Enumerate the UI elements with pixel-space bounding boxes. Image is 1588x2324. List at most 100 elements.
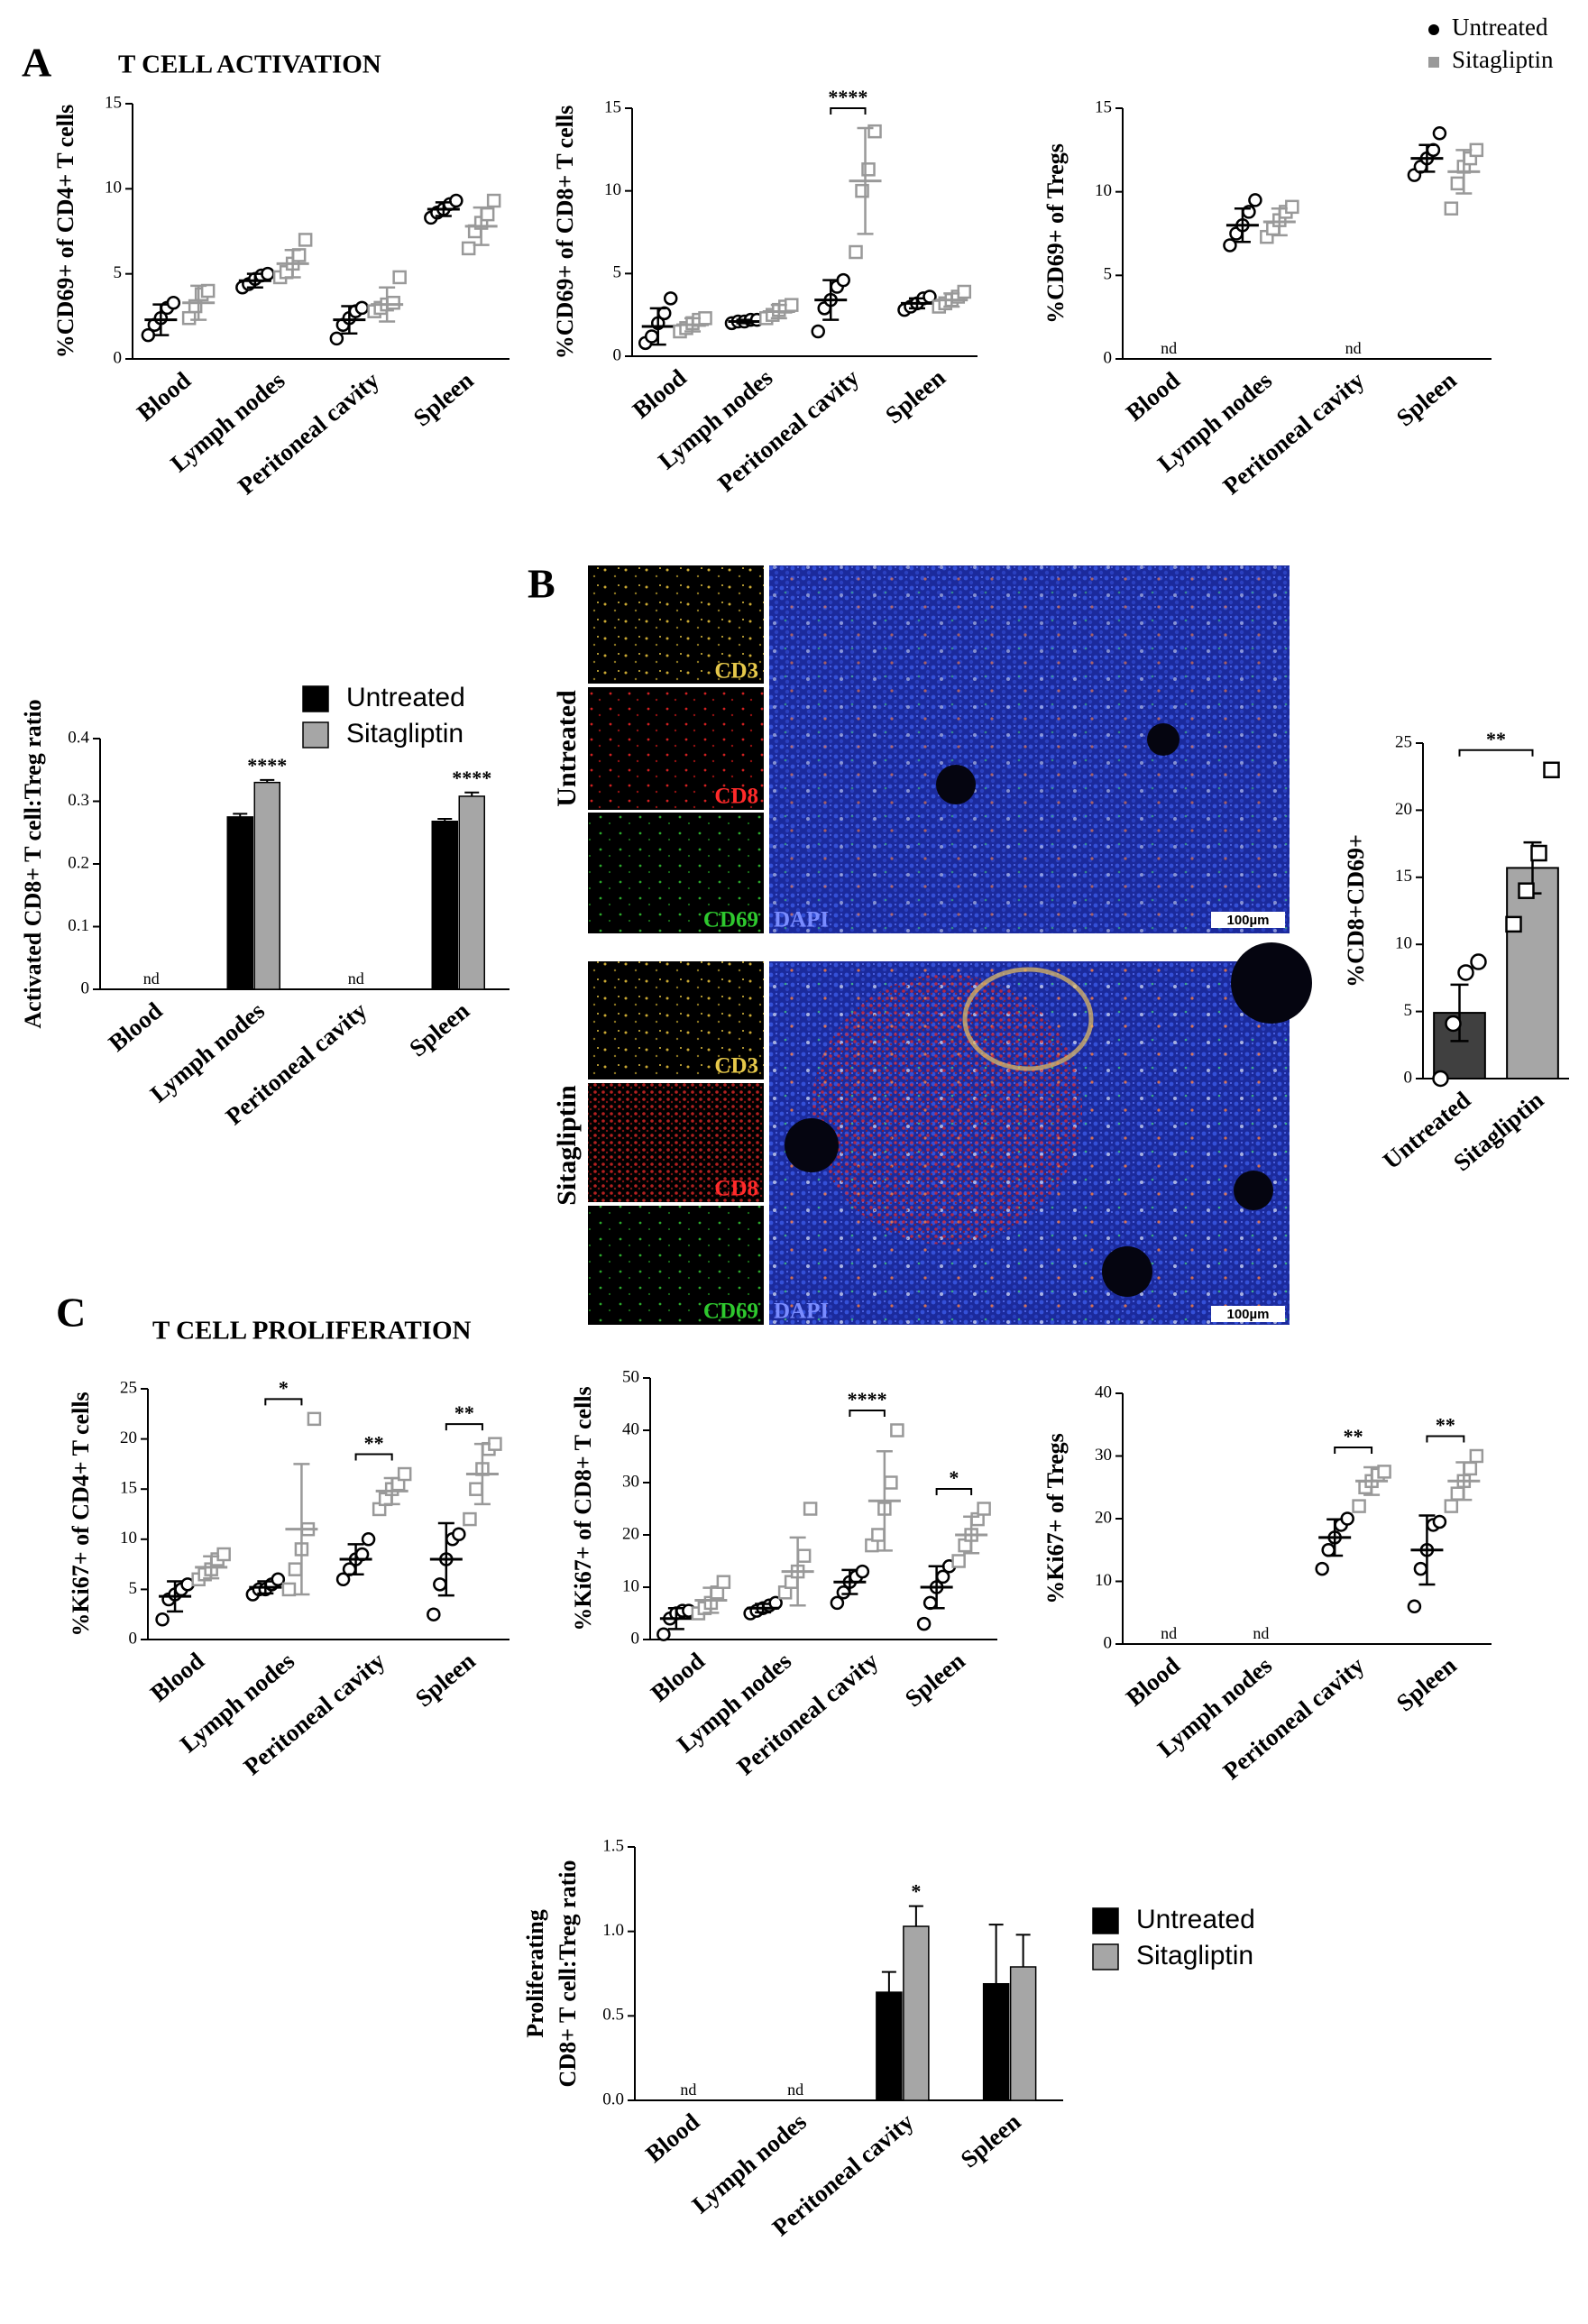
- data-point: [1469, 1448, 1484, 1464]
- data-point: [871, 1528, 886, 1542]
- y-axis-label: %CD8+CD69+: [1343, 834, 1369, 987]
- data-point: [461, 241, 476, 256]
- data-point: [1470, 953, 1487, 970]
- bar: [458, 795, 485, 990]
- data-point: [1505, 915, 1522, 933]
- micrograph-void: [1102, 1246, 1152, 1297]
- y-tick-label: 0: [1404, 1068, 1413, 1087]
- y-tick-label: 5: [1404, 1001, 1413, 1020]
- y-tick-label: 5: [1104, 265, 1113, 284]
- channel-label: DAPI: [774, 1300, 829, 1324]
- data-point: [796, 1548, 812, 1563]
- significance-label: ****: [452, 767, 491, 789]
- x-tick-label: Spleen: [410, 1647, 481, 1712]
- data-point: [329, 331, 344, 346]
- y-tick-label: 0: [631, 1629, 640, 1648]
- bar: [1009, 1966, 1037, 2101]
- data-point: [977, 1502, 991, 1516]
- error-bar: [789, 1536, 806, 1607]
- data-point: [884, 1475, 898, 1490]
- significance-bracket: [354, 1453, 393, 1461]
- data-point: [1463, 1461, 1478, 1476]
- error-bar: [473, 206, 490, 246]
- y-tick-label: 0: [1104, 348, 1113, 367]
- error-bar: [473, 1442, 491, 1506]
- data-point: [957, 284, 972, 299]
- error-bar: [246, 272, 263, 289]
- y-tick-label: 0.2: [68, 853, 89, 872]
- channel-label: CD3: [714, 659, 758, 684]
- y-tick-label: 10: [604, 180, 621, 199]
- y-tick-label: 1.0: [602, 1921, 624, 1940]
- data-point: [1450, 1486, 1465, 1501]
- data-point: [392, 270, 407, 285]
- error-bar: [1455, 1461, 1473, 1502]
- scale-label: 100µm: [1226, 913, 1269, 928]
- data-point: [836, 272, 850, 288]
- legend-swatch: [302, 721, 329, 749]
- nd-label: nd: [143, 969, 160, 987]
- y-tick-label: 20: [1395, 800, 1412, 819]
- x-tick-label: Spleen: [880, 363, 950, 428]
- y-axis-label: CD8+ T cell:Treg ratio: [555, 1860, 581, 2088]
- error-bar: [841, 1568, 858, 1595]
- error-bar: [293, 1463, 310, 1596]
- y-tick-label: 0: [81, 978, 90, 997]
- significance-label: **: [1436, 1414, 1455, 1437]
- y-tick-label: 10: [1095, 181, 1112, 200]
- y-axis-label: Activated CD8+ T cell:Treg ratio: [20, 699, 46, 1028]
- error-bar: [1363, 1465, 1381, 1496]
- y-tick-label: 0: [129, 1629, 138, 1648]
- significance-label: **: [1344, 1425, 1363, 1447]
- y-tick-label: 0: [613, 345, 622, 364]
- bar: [431, 820, 458, 990]
- data-point: [1321, 1543, 1336, 1557]
- significance-bracket: [264, 1398, 303, 1406]
- channel-label: DAPI: [774, 908, 829, 932]
- error-bar: [152, 303, 170, 336]
- y-tick-label: 20: [120, 1428, 137, 1447]
- y-tick-label: 0: [1104, 1633, 1113, 1652]
- data-point: [1377, 1465, 1391, 1479]
- data-point: [1543, 761, 1560, 779]
- y-tick-label: 50: [622, 1367, 639, 1386]
- y-tick-label: 30: [622, 1472, 639, 1491]
- error-bar: [822, 279, 840, 321]
- micrograph-void: [1231, 942, 1312, 1024]
- error-bar: [988, 1924, 1004, 1984]
- x-tick-label: Spleen: [900, 1647, 970, 1712]
- micrograph: [588, 1083, 764, 1202]
- x-tick-label: Spleen: [408, 366, 479, 431]
- micrograph-row: Sitagliptin CD3 CD8 CD69 DAPI 100µm: [552, 942, 1312, 1325]
- legend-label: Sitagliptin: [1136, 1941, 1253, 1970]
- data-point: [486, 193, 501, 208]
- data-point: [785, 298, 799, 312]
- panel-title: T CELL PROLIFERATION: [152, 1317, 472, 1346]
- x-tick-label: Blood: [1121, 366, 1185, 426]
- significance-label: **: [454, 1401, 474, 1424]
- data-point: [488, 1437, 502, 1451]
- data-point: [1432, 126, 1447, 141]
- y-tick-label: 10: [1395, 934, 1412, 953]
- error-bar: [203, 1555, 220, 1580]
- legend-swatch: [1428, 57, 1439, 68]
- panel-title: T CELL ACTIVATION: [118, 51, 381, 79]
- data-point: [1352, 1499, 1366, 1513]
- y-tick-label: 15: [604, 97, 621, 116]
- micrograph-void: [1147, 723, 1180, 756]
- channel-label: CD69: [703, 908, 758, 932]
- micrograph-region: [962, 967, 1094, 1071]
- data-point: [480, 207, 495, 222]
- data-point: [216, 1547, 231, 1562]
- micrograph: [588, 687, 764, 810]
- error-bar: [284, 249, 301, 279]
- y-tick-label: 15: [105, 93, 122, 112]
- y-axis-label: %CD69+ of CD4+ T cells: [52, 105, 78, 358]
- error-bar: [908, 297, 925, 310]
- y-tick-label: 5: [114, 263, 123, 282]
- micrograph-row: Untreated CD3 CD8 CD69 DAPI 100µm: [552, 565, 1290, 933]
- significance-label: **: [364, 1432, 384, 1455]
- y-tick-label: 15: [120, 1479, 137, 1498]
- data-point: [449, 193, 464, 208]
